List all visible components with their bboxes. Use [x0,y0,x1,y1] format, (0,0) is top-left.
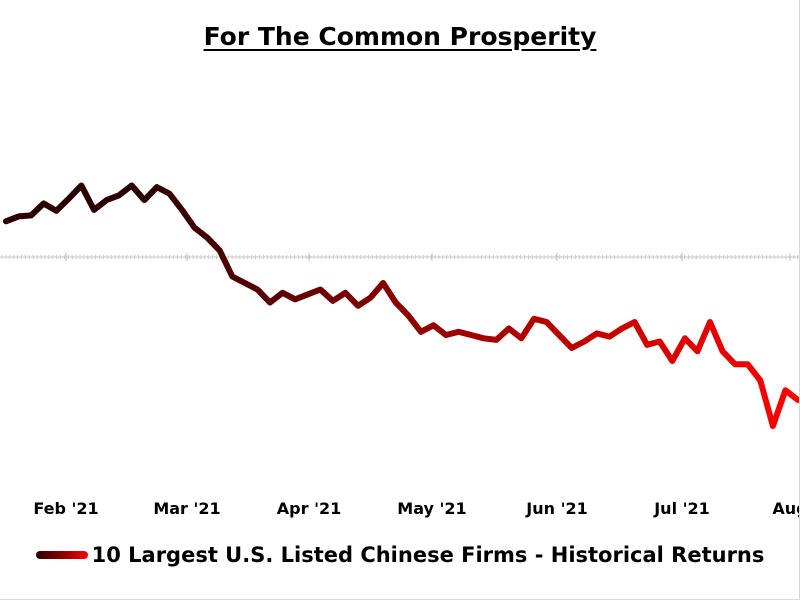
x-tick-label: Mar '21 [153,499,220,518]
x-tick-label: Jul '21 [653,499,710,518]
series-line [3,182,800,429]
x-axis [0,253,800,261]
legend-swatch [35,551,88,559]
x-tick-labels: Feb '21 Mar '21 Apr '21 May '21 Jun '21 Jul '… [33,499,800,518]
series-layer [3,182,800,429]
x-tick-label: May '21 [397,499,466,518]
chart-title: For The Common Prosperity [203,22,597,51]
legend: 10 Largest U.S. Listed Chinese Firms - H… [0,543,800,567]
x-tick-label: Jun '21 [525,499,587,518]
legend-label: 10 Largest U.S. Listed Chinese Firms - H… [91,543,765,567]
x-tick-label: Apr '21 [277,499,341,518]
x-tick-label: Aug [772,499,800,518]
x-tick-label: Feb '21 [33,499,98,518]
